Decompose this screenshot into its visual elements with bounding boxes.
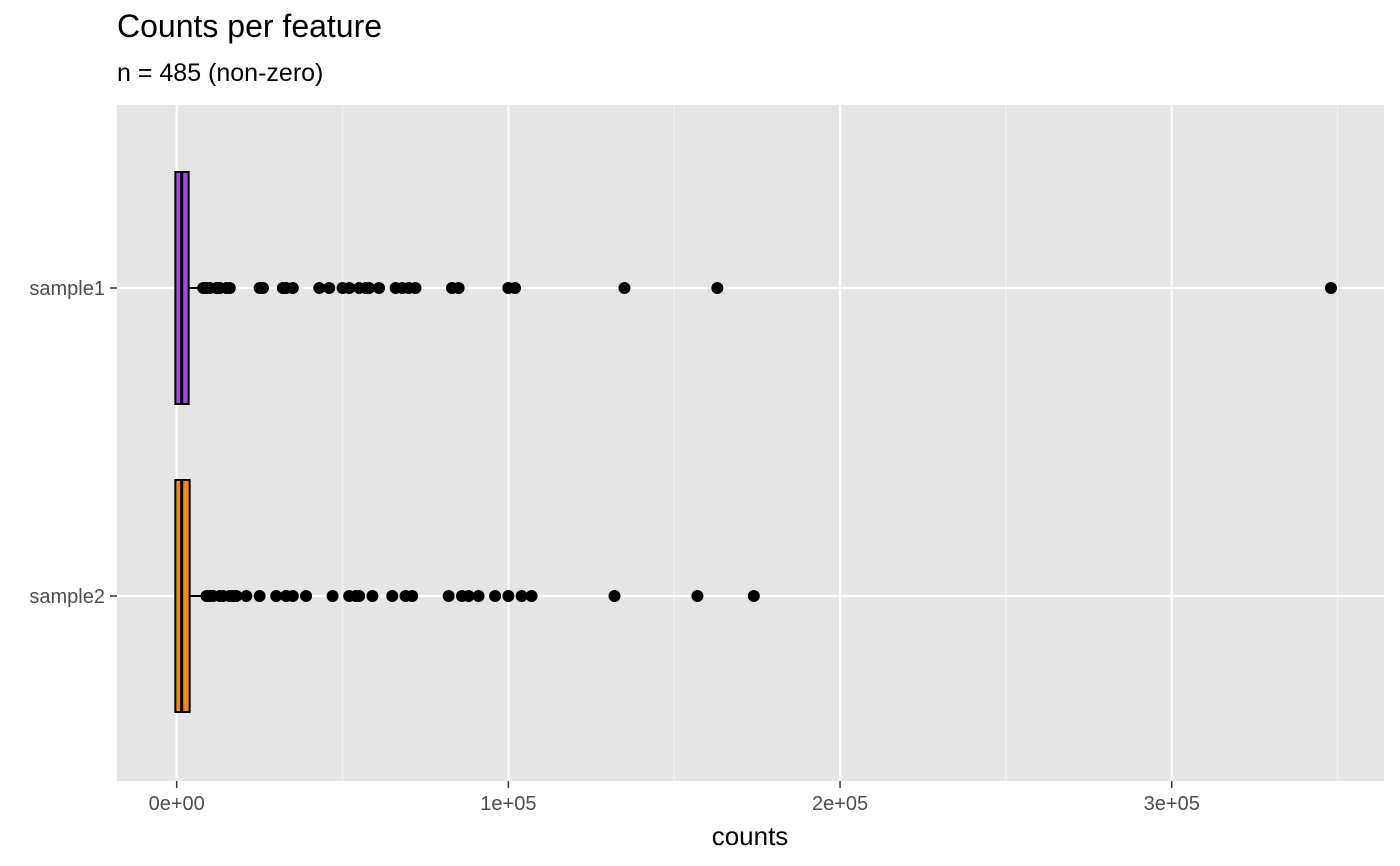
outlier-point xyxy=(691,590,704,602)
x-tick-label: 1e+05 xyxy=(480,793,536,815)
outlier-point xyxy=(230,590,243,602)
outlier-point xyxy=(353,590,366,602)
outlier-point xyxy=(452,282,465,294)
outlier-point xyxy=(373,282,386,294)
outlier-point xyxy=(608,590,621,602)
outlier-point xyxy=(363,282,376,294)
outlier-point xyxy=(1324,282,1337,294)
box-layer xyxy=(174,171,1337,713)
outlier-point xyxy=(502,590,515,602)
outlier-point xyxy=(366,590,379,602)
x-tick-label: 0e+00 xyxy=(149,793,205,815)
outlier-point xyxy=(300,590,313,602)
outlier-point xyxy=(223,282,236,294)
outlier-point xyxy=(509,282,522,294)
plot-panel xyxy=(117,105,1384,781)
outlier-point xyxy=(343,282,356,294)
outlier-point xyxy=(618,282,631,294)
y-tick-label: sample1 xyxy=(29,278,105,300)
axes: 0e+00 1e+05 2e+05 3e+05 sample1 sample2 xyxy=(29,278,1199,815)
y-tick-label: sample2 xyxy=(29,586,105,608)
outlier-point xyxy=(323,282,336,294)
outlier-point xyxy=(515,590,528,602)
chart-subtitle: n = 485 (non-zero) xyxy=(117,59,324,87)
outlier-point xyxy=(386,590,399,602)
x-tick-label: 3e+05 xyxy=(1144,793,1200,815)
outlier-point xyxy=(406,590,419,602)
outlier-point xyxy=(326,590,339,602)
outlier-point xyxy=(256,282,269,294)
outlier-point xyxy=(286,282,299,294)
x-axis-title: counts xyxy=(712,821,789,851)
outlier-point xyxy=(525,590,538,602)
outlier-point xyxy=(442,590,455,602)
outlier-point xyxy=(462,590,475,602)
outlier-point xyxy=(711,282,724,294)
outlier-point xyxy=(313,282,326,294)
outlier-point xyxy=(240,590,253,602)
outlier-point xyxy=(472,590,485,602)
grid-minor xyxy=(341,105,1339,781)
chart-title: Counts per feature xyxy=(117,8,383,44)
x-tick-label: 2e+05 xyxy=(812,793,868,815)
outlier-point xyxy=(286,590,299,602)
outlier-point xyxy=(253,590,266,602)
outlier-point xyxy=(489,590,502,602)
outlier-point xyxy=(409,282,422,294)
outlier-point xyxy=(747,590,760,602)
outlier-point xyxy=(270,590,283,602)
